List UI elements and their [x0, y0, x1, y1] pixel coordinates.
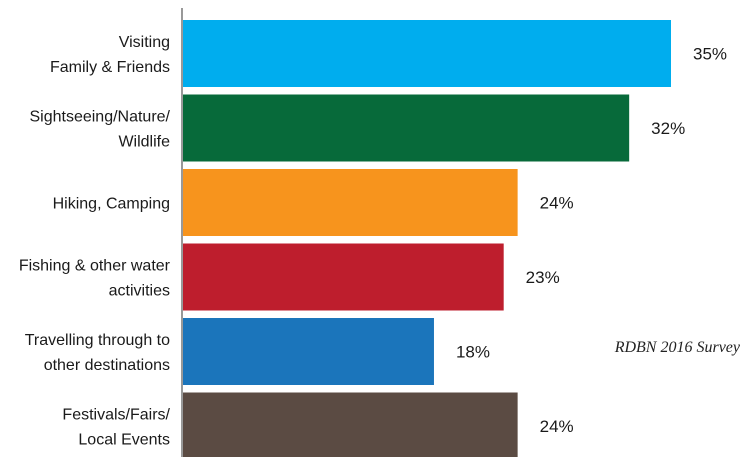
- category-label-line: Family & Friends: [50, 59, 170, 76]
- category-label-line: Fishing & other water: [19, 258, 171, 275]
- bar-4: [183, 318, 434, 385]
- bar-0: [183, 20, 671, 87]
- value-label-1: 32%: [651, 119, 685, 138]
- category-label-5: Festivals/Fairs/Local Events: [62, 407, 170, 449]
- category-labels-group: Visiting Family & Friends Sightseeing/Natu…: [19, 34, 171, 449]
- bar-1: [183, 94, 630, 162]
- bar-3: [183, 243, 504, 311]
- category-label-line: Local Events: [78, 432, 170, 449]
- category-label-line: other destinations: [44, 357, 170, 374]
- category-label-4: Travelling through to other destinations: [25, 332, 170, 374]
- bar-2: [183, 169, 518, 236]
- category-label-3: Fishing & other water activities: [19, 258, 171, 300]
- value-label-4: 18%: [456, 343, 490, 362]
- source-annotation: RDBN 2016 Survey: [614, 339, 741, 356]
- bar-5: [183, 392, 518, 457]
- category-label-0: Visiting Family & Friends: [50, 34, 170, 76]
- category-label-line: Wildlife: [118, 134, 170, 151]
- value-label-0: 35%: [693, 45, 727, 64]
- value-label-3: 23%: [526, 268, 560, 287]
- value-label-2: 24%: [540, 194, 574, 213]
- category-label-line: Sightseeing/Nature/: [29, 109, 170, 126]
- category-label-line: Visiting: [119, 34, 170, 51]
- category-label-2: Hiking, Camping: [53, 196, 170, 213]
- bars-group: [183, 20, 671, 457]
- value-label-5: 24%: [540, 417, 574, 436]
- category-label-line: activities: [109, 283, 170, 300]
- category-label-line: Festivals/Fairs/: [62, 407, 170, 424]
- category-label-1: Sightseeing/Nature/Wildlife: [29, 109, 170, 151]
- category-label-line: Travelling through to: [25, 332, 170, 349]
- value-labels-group: 35% 32% 24% 23% 18% 24%: [456, 45, 727, 437]
- category-label-line: Hiking, Camping: [53, 196, 170, 213]
